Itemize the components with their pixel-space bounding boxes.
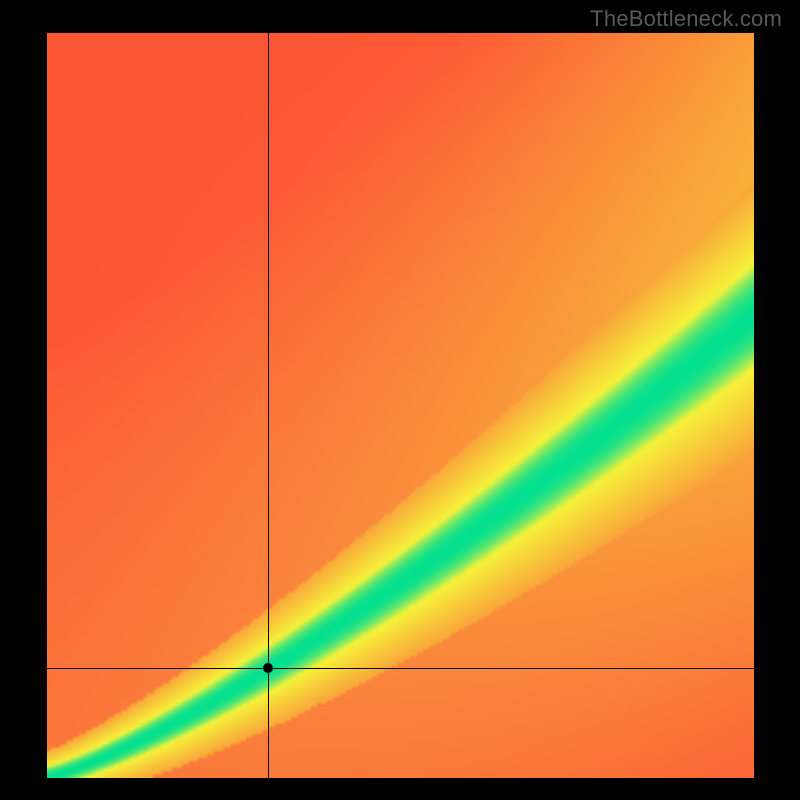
heatmap-canvas	[47, 33, 754, 778]
crosshair-marker	[263, 663, 273, 673]
watermark-text: TheBottleneck.com	[590, 6, 782, 32]
plot-area	[47, 33, 754, 778]
crosshair-horizontal	[47, 668, 754, 669]
